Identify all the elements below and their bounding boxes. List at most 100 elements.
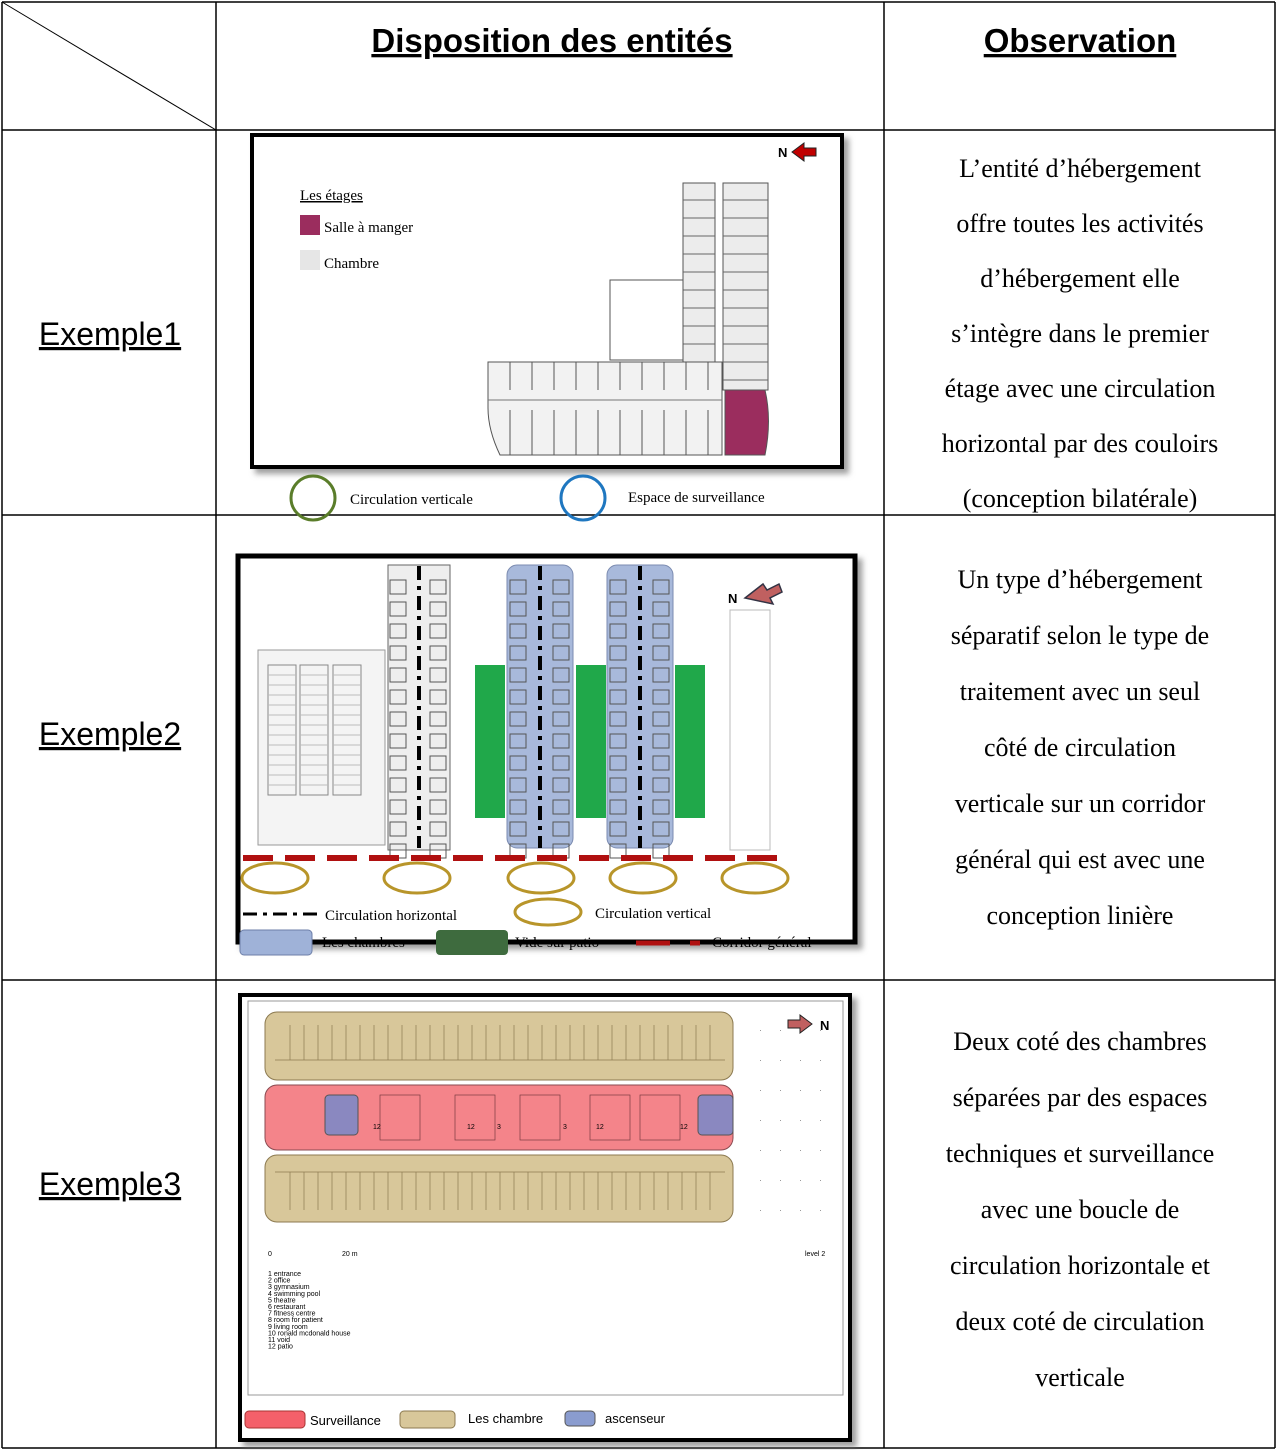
shape [820,1180,821,1181]
shape [609,579,627,595]
shape [475,665,505,818]
shape [389,711,407,727]
shape [552,799,570,815]
shape [609,623,627,639]
shape [389,667,407,683]
observation-line: horizontal par des couloirs [942,429,1219,458]
shape [429,645,447,661]
room-number: 12 [467,1124,475,1131]
shape [267,664,297,796]
column-header: Observation [984,22,1177,59]
shape [509,623,527,639]
row-label: Exemple1 [39,316,181,352]
level-label: level 2 [805,1251,825,1258]
shape [780,1030,781,1031]
key-label: Circulation vertical [595,906,711,922]
shape [509,821,527,837]
shape [509,667,527,683]
shape [589,1094,631,1141]
key-ellipse [506,861,576,895]
room-number: 12 [373,1124,381,1131]
shape [429,689,447,705]
shape [300,250,320,270]
shape [239,929,313,956]
north-label: N [820,1018,829,1033]
shape [652,689,670,705]
shape [264,1011,734,1081]
legend-item: 4 swimming pool [268,1291,321,1298]
shape [760,1090,761,1091]
shape [429,777,447,793]
key-label: Les chambre [468,1411,543,1426]
observation-line: circulation horizontale et [950,1251,1211,1280]
shape [609,799,627,815]
legend-title: Les étages [300,188,363,204]
shape [389,777,407,793]
legend-item: 12 patio [268,1344,293,1351]
shape [300,215,320,235]
room-number: 3 [563,1124,567,1131]
legend-item: 9 living room [268,1324,308,1331]
observation-line: avec une boucle de [981,1195,1180,1224]
shape [820,1150,821,1151]
shape [652,777,670,793]
shape [509,711,527,727]
observation-line: Deux coté des chambres [953,1027,1206,1056]
shape [652,821,670,837]
shape [552,601,570,617]
observation-line: d’hébergement elle [980,264,1179,293]
shape [436,930,508,955]
shape [389,755,407,771]
shape [429,711,447,727]
shape [429,579,447,595]
observation-line: offre toutes les activités [956,209,1203,238]
north-arrow [791,142,817,162]
dining-room [724,389,769,456]
observation-line: étage avec une circulation [945,374,1216,403]
shape [609,279,684,361]
key-label: Circulation verticale [350,492,473,508]
shape [652,733,670,749]
shape [552,689,570,705]
shape [509,645,527,661]
shape [652,645,670,661]
north-label: N [728,591,737,606]
observation-line: L’entité d’hébergement [959,154,1202,183]
observation-line: séparées par des espaces [953,1083,1208,1112]
shape [454,1094,496,1141]
shape [609,601,627,617]
shape [429,733,447,749]
shape [609,645,627,661]
observation-line: s’intègre dans le premier [951,319,1209,348]
shape [820,1030,821,1031]
shape [760,1150,761,1151]
legend-item: 6 restaurant [268,1304,305,1311]
shape [379,1094,421,1141]
wing [487,361,723,456]
shape [552,777,570,793]
observation-line: traitement avec un seul [960,677,1200,706]
key-label: Circulation horizontal [325,908,457,924]
shape [800,1180,801,1181]
shape [389,623,407,639]
shape [552,645,570,661]
shape [609,821,627,837]
key-circle [559,474,607,522]
shape [509,579,527,595]
key-circle [289,474,337,522]
legend-label: Chambre [324,256,379,272]
shape [609,667,627,683]
observation-line: conception linière [987,901,1174,930]
shape [509,799,527,815]
shape [389,689,407,705]
column-header: Disposition des entités [371,22,732,59]
key-ellipse [608,861,678,895]
shape [652,755,670,771]
room-number: 3 [497,1124,501,1131]
shape [264,1154,734,1223]
shape [389,579,407,595]
shape [609,755,627,771]
shape [800,1150,801,1151]
shape [509,777,527,793]
